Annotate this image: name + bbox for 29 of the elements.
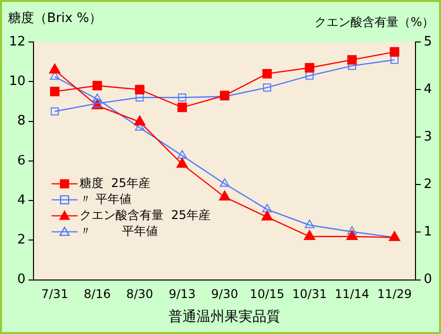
y-tick-label: 2 bbox=[17, 232, 26, 248]
y-tick-label: 12 bbox=[8, 34, 26, 50]
y-tick-label: 6 bbox=[17, 153, 26, 168]
legend-label: 〃 平年値 bbox=[80, 224, 158, 238]
y2-tick-label: 1 bbox=[424, 224, 432, 240]
legend-label: クエン酸含有量 25年産 bbox=[80, 208, 210, 222]
y-tick-label: 10 bbox=[8, 74, 26, 90]
y-tick-label: 0 bbox=[17, 272, 26, 288]
y-tick-label: 8 bbox=[17, 114, 26, 129]
y2-tick-label: 2 bbox=[424, 177, 432, 192]
x-tick-label: 9/30 bbox=[211, 287, 238, 302]
x-tick-label: 8/16 bbox=[84, 287, 111, 302]
y-tick-label: 4 bbox=[17, 192, 26, 208]
x-tick-label: 11/29 bbox=[377, 287, 412, 302]
x-tick-label: 10/15 bbox=[250, 287, 284, 302]
x-tick-label: 10/31 bbox=[292, 287, 327, 302]
x-tick-label: 9/13 bbox=[168, 287, 196, 302]
y2-axis-title: クエン酸含有量（%） bbox=[314, 15, 434, 29]
x-tick-label: 8/30 bbox=[126, 287, 154, 302]
y2-tick-label: 3 bbox=[424, 129, 432, 144]
y2-tick-label: 0 bbox=[424, 272, 432, 288]
x-tick-label: 11/14 bbox=[334, 287, 370, 302]
y2-tick-label: 4 bbox=[424, 82, 432, 97]
y-axis-title: 糖度（Brix %） bbox=[8, 10, 102, 26]
x-tick-label: 7/31 bbox=[41, 287, 68, 302]
legend-label: 〃 平年値 bbox=[80, 192, 132, 206]
x-axis-title: 普通温州果実品質 bbox=[168, 308, 281, 326]
y2-tick-label: 5 bbox=[424, 34, 432, 50]
legend-label: 糖度 25年産 bbox=[80, 176, 150, 190]
